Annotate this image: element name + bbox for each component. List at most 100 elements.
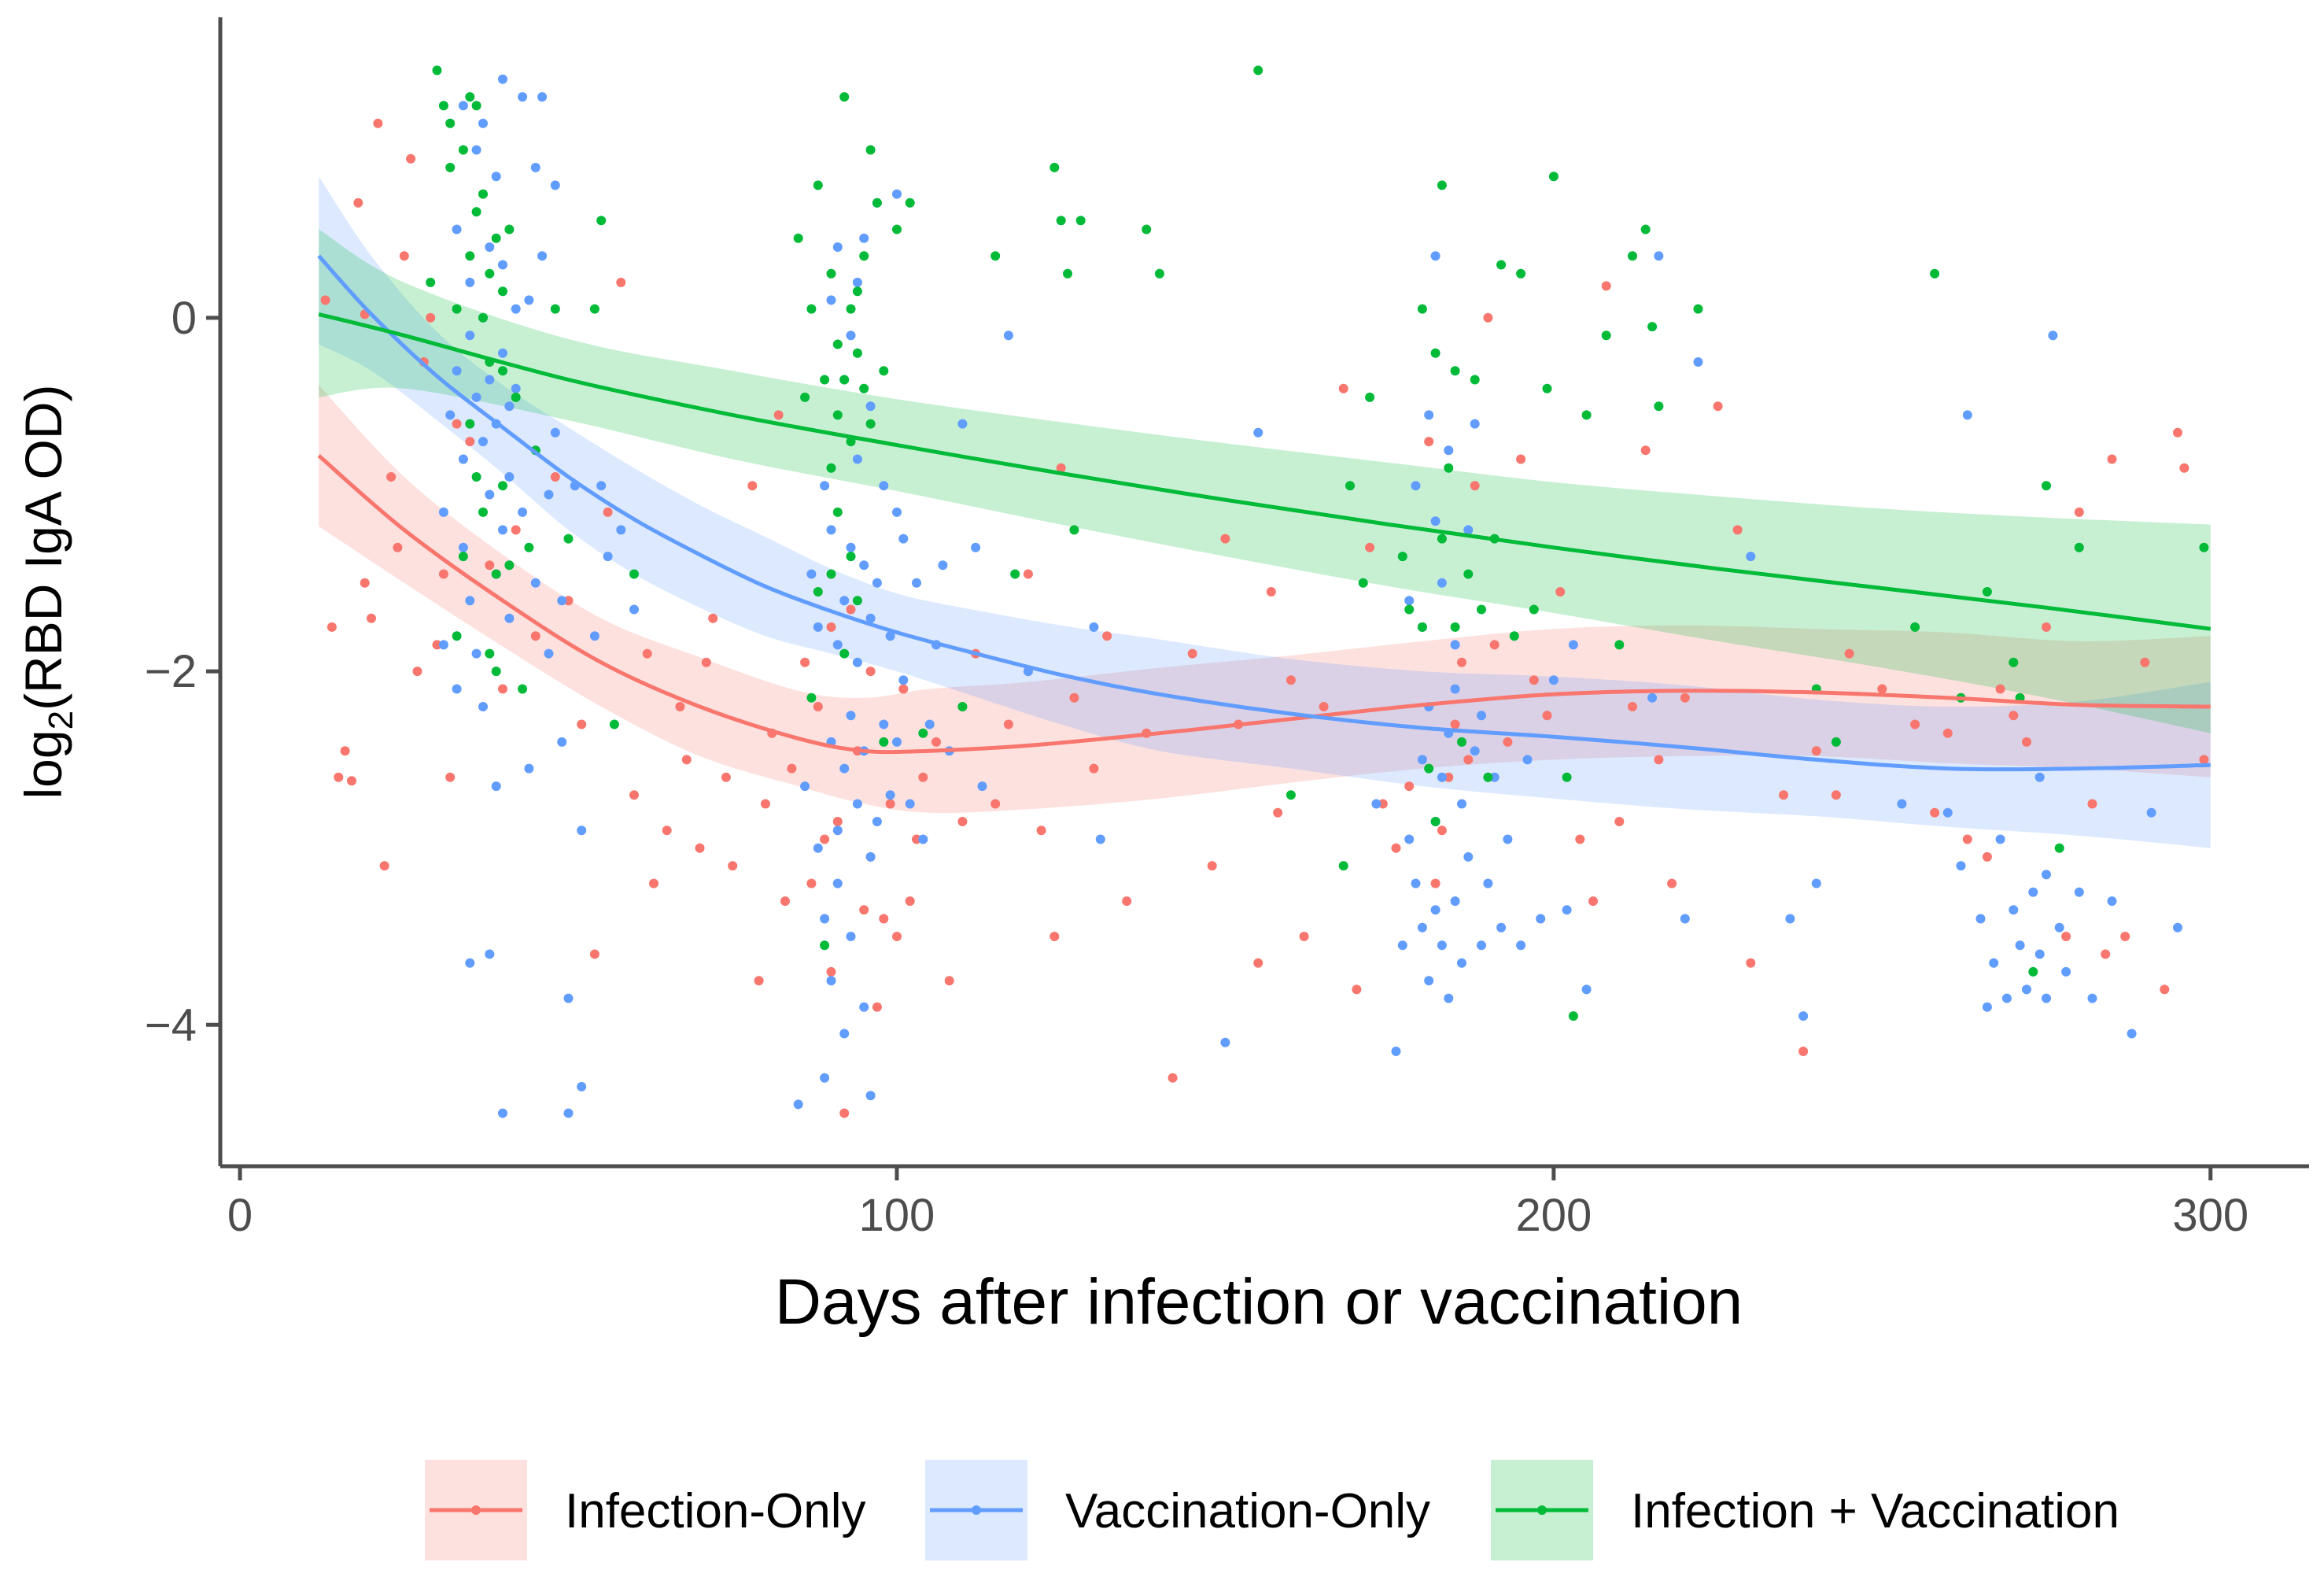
vaccination-only-point [2087, 993, 2097, 1003]
infection-only-point [1680, 692, 1690, 703]
infection-only-point [438, 569, 448, 579]
vaccination-only-point [892, 189, 902, 199]
x-tick-label: 300 [2172, 1190, 2248, 1241]
infection-vaccination-point [800, 392, 810, 402]
infection-only-point [1338, 383, 1348, 393]
infection-vaccination-point [832, 507, 843, 517]
infection-vaccination-point [879, 366, 889, 376]
infection-only-point [1023, 569, 1033, 579]
vaccination-only-point [879, 719, 889, 729]
infection-only-point [1575, 834, 1585, 844]
infection-vaccination-point [478, 189, 488, 199]
vaccination-only-point [2146, 807, 2156, 818]
infection-only-point [1614, 817, 1625, 826]
vaccination-only-point [892, 737, 902, 747]
infection-only-point [1049, 932, 1060, 941]
vaccination-only-point [971, 542, 981, 552]
vaccination-only-point [504, 613, 515, 623]
vaccination-only-point [1253, 427, 1263, 438]
infection-only-point [806, 878, 817, 888]
y-axis-title: log2(RBD IgA OD) [14, 385, 80, 800]
infection-only-point [2179, 463, 2189, 473]
infection-vaccination-point [1450, 622, 1460, 632]
vaccination-only-point [2022, 984, 2031, 995]
vaccination-only-point [1483, 878, 1493, 888]
vaccination-only-point [498, 260, 507, 270]
infection-vaccination-point [1483, 772, 1493, 782]
infection-only-point [1220, 534, 1230, 544]
vaccination-only-point [918, 834, 928, 844]
vaccination-only-point [898, 534, 909, 544]
vaccination-only-point [577, 825, 587, 836]
infection-only-point [603, 507, 613, 517]
vaccination-only-point [465, 331, 475, 341]
infection-only-point [1352, 984, 1362, 995]
infection-only-point [1910, 719, 1920, 729]
x-tick-label: 0 [227, 1190, 253, 1241]
infection-only-point [1404, 781, 1415, 792]
infection-vaccination-point [852, 286, 862, 297]
vaccination-only-point [504, 401, 515, 412]
infection-only-point [426, 312, 436, 323]
infection-only-point [1489, 640, 1500, 650]
infection-only-point [892, 932, 902, 941]
confidence-bands [319, 176, 2211, 848]
vaccination-only-point [1785, 914, 1795, 924]
infection-only-point [379, 861, 389, 871]
vaccination-only-point [1417, 922, 1427, 933]
infection-only-point [1588, 896, 1598, 907]
infection-vaccination-point [826, 268, 836, 279]
vaccination-only-point [550, 180, 560, 190]
infection-only-point [1516, 454, 1526, 464]
infection-vaccination-point [1404, 604, 1415, 615]
infection-only-point [957, 817, 968, 826]
legend-label-vaccination-only: Vaccination-Only [1065, 1484, 1430, 1538]
infection-only-point [1995, 684, 2005, 694]
infection-only-point [530, 631, 540, 641]
vaccination-only-point [832, 825, 843, 836]
vaccination-only-point [1430, 251, 1441, 261]
infection-vaccination-point [806, 304, 817, 314]
legend-dot-infection-vaccination [1537, 1505, 1547, 1515]
infection-vaccination-point [1496, 260, 1507, 270]
infection-only-point [1982, 851, 1992, 862]
vaccination-only-point [1536, 914, 1546, 924]
infection-only-point [990, 799, 1001, 809]
vaccination-only-point [491, 781, 501, 792]
infection-only-point [1798, 1047, 1809, 1056]
infection-only-point [708, 613, 718, 623]
infection-only-point [1253, 958, 1263, 968]
vaccination-only-point [885, 790, 895, 800]
vaccination-only-point [452, 224, 462, 235]
vaccination-only-point [865, 613, 876, 623]
infection-only-point [1450, 719, 1460, 729]
infection-only-point [1529, 675, 1539, 685]
vaccination-only-point [445, 410, 456, 420]
infection-only-point [563, 596, 574, 606]
vaccination-only-point [1424, 976, 1434, 986]
vaccination-only-point [1444, 993, 1454, 1003]
infection-vaccination-point [498, 366, 507, 376]
vaccination-only-point [1654, 251, 1664, 261]
vaccination-only-point [478, 702, 488, 711]
infection-vaccination-point [485, 648, 495, 659]
infection-vaccination-point [2042, 481, 2051, 491]
vaccination-only-point [1548, 675, 1559, 685]
vaccination-only-point [1397, 940, 1407, 951]
vaccination-only-smooth-line [317, 254, 2211, 772]
infection-only-point [406, 153, 416, 164]
vaccination-only-point [577, 1081, 587, 1091]
infection-only-point [747, 481, 758, 491]
vaccination-only-point [1746, 552, 1756, 562]
infection-only-point [787, 763, 797, 774]
infection-only-point [373, 118, 383, 128]
vaccination-only-point [977, 781, 987, 792]
infection-vaccination-point [1693, 304, 1703, 314]
infection-only-point [813, 702, 823, 711]
legend: Infection-Only Vaccination-Only Infection … [425, 1460, 2119, 1560]
x-tick-label: 200 [1515, 1190, 1592, 1241]
vaccination-only-point [859, 1002, 869, 1012]
vaccination-only-point [544, 489, 554, 500]
vaccination-only-point [530, 578, 540, 588]
